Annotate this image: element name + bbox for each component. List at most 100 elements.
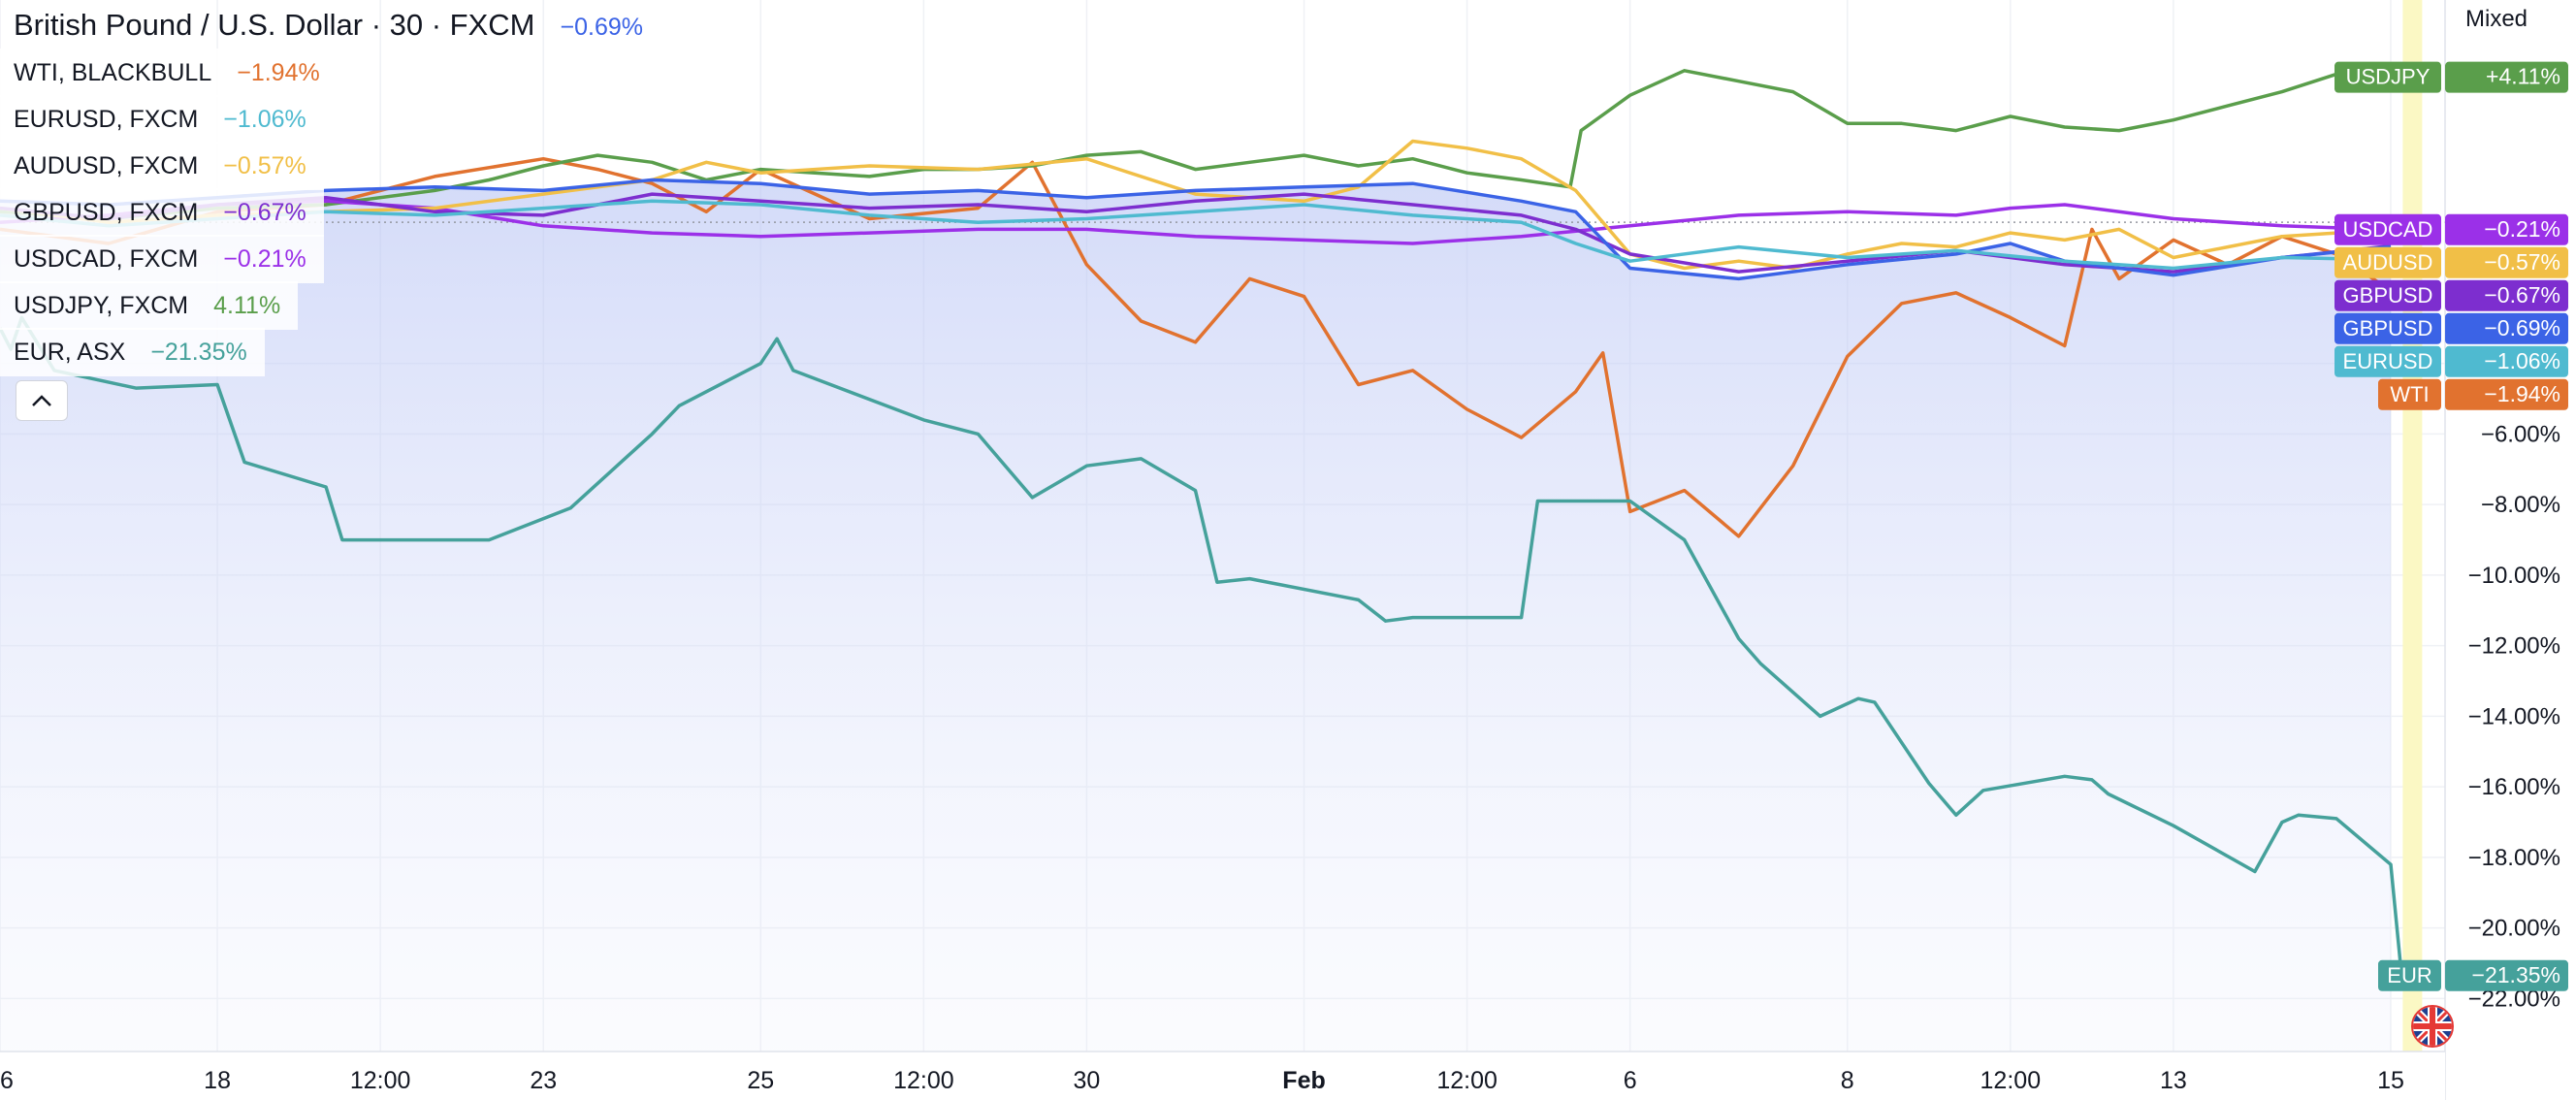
price-badge-value: −1.06% [2484, 348, 2560, 373]
x-tick-label: 12:00 [350, 1067, 411, 1094]
price-badge-label-bg [2334, 213, 2441, 245]
price-badge-label-bg [2334, 279, 2441, 311]
main-symbol-title: British Pound / U.S. Dollar · 30 · FXCM [14, 8, 535, 42]
price-badge-value: −0.69% [2484, 315, 2560, 340]
price-badge-value: −21.35% [2472, 962, 2560, 987]
price-badge-value-bg [2445, 61, 2568, 93]
legend-symbol-label: WTI, BLACKBULL [14, 58, 212, 86]
price-badge-symbol: AUDUSD [2343, 250, 2433, 275]
price-badge-value: −0.57% [2484, 249, 2560, 275]
price-badge-label-bg [2334, 312, 2441, 344]
legend-symbol-label: EUR, ASX [14, 338, 126, 366]
legend-row[interactable]: AUDUSD, FXCM −0.57% [0, 142, 324, 190]
price-badge-value: +4.11% [2486, 64, 2560, 89]
legend-symbol-label: USDJPY, FXCM [14, 291, 189, 319]
legend-row[interactable]: WTI, BLACKBULL −1.94% [0, 49, 338, 97]
price-badge-audusd[interactable]: AUDUSD −0.57% [2334, 246, 2568, 278]
y-tick-label: −16.00% [2468, 774, 2560, 800]
x-tick-label: 30 [1074, 1067, 1101, 1094]
x-tick-label: 13 [2160, 1067, 2187, 1094]
price-axis[interactable] [2445, 0, 2576, 1100]
x-tick-label: 18 [204, 1067, 231, 1094]
y-tick-label: −18.00% [2468, 845, 2560, 871]
price-badge-usdjpy[interactable]: USDJPY +4.11% [2334, 61, 2568, 93]
x-tick-label: 16 [0, 1067, 14, 1094]
price-badge-symbol: EURUSD [2343, 349, 2433, 373]
x-tick-label: 12:00 [1980, 1067, 2042, 1094]
legend-symbol-change: −0.57% [223, 151, 306, 179]
price-badge-value-bg [2445, 279, 2568, 311]
legend-row[interactable]: USDJPY, FXCM 4.11% [0, 281, 299, 330]
legend-row[interactable]: GBPUSD, FXCM −0.67% [0, 188, 324, 237]
main-series-area [0, 179, 2391, 1051]
price-badge-symbol: GBPUSD [2343, 283, 2433, 307]
price-badge-symbol: EUR [2387, 963, 2431, 987]
y-tick-label: −6.00% [2481, 421, 2560, 447]
y-tick-label: −8.00% [2481, 492, 2560, 518]
legend-symbol-label: USDCAD, FXCM [14, 244, 199, 273]
legend-symbol-label: EURUSD, FXCM [14, 105, 199, 133]
scale-mode-label[interactable]: Mixed [2465, 6, 2528, 32]
uk-flag-icon[interactable] [2411, 1005, 2454, 1048]
legend-symbol-change: −0.67% [223, 198, 306, 226]
price-badge-symbol: GBPUSD [2343, 316, 2433, 340]
series-line-gbpusd[interactable] [0, 178, 2392, 281]
y-tick-label: −10.00% [2468, 563, 2560, 589]
series-lines [0, 69, 2403, 976]
legend-symbol-change: −1.94% [237, 58, 320, 86]
y-tick-label: −14.00% [2468, 703, 2560, 729]
legend-symbol-label: GBPUSD, FXCM [14, 198, 199, 226]
x-tick-label: 12:00 [893, 1067, 954, 1094]
time-axis[interactable] [0, 1051, 2445, 1100]
price-badge-symbol: USDJPY [2346, 65, 2431, 89]
price-badge-eur[interactable]: EUR −21.35% [2378, 959, 2568, 991]
x-tick-label: 25 [747, 1067, 774, 1094]
legend-symbol-label: AUDUSD, FXCM [14, 151, 199, 179]
price-badge-usdcad[interactable]: USDCAD −0.21% [2334, 213, 2568, 245]
price-badge-label-bg [2334, 246, 2441, 278]
price-badge-value-bg [2445, 312, 2568, 344]
legend-symbol-change: −0.21% [223, 244, 306, 273]
price-badge-label-bg [2378, 378, 2441, 410]
price-badge-gbpusd[interactable]: GBPUSD −0.69% [2334, 312, 2568, 344]
series-line-wti[interactable] [0, 156, 2392, 538]
x-tick-label: 6 [1624, 1067, 1637, 1094]
price-badge-wti[interactable]: WTI −1.94% [2378, 378, 2568, 410]
price-badge-value-bg [2445, 959, 2568, 991]
series-line-usdcad[interactable] [0, 199, 2392, 245]
x-tick-label: 8 [1841, 1067, 1854, 1094]
legend-row[interactable]: USDCAD, FXCM −0.21% [0, 235, 324, 283]
price-badge-value-bg [2445, 246, 2568, 278]
main-symbol-change: −0.69% [560, 14, 644, 41]
price-badge-label-bg [2334, 345, 2441, 377]
price-badge-label-bg [2334, 61, 2441, 93]
price-badge-value: −0.67% [2484, 282, 2560, 307]
legend-row[interactable]: EURUSD, FXCM −1.06% [0, 95, 324, 144]
price-badge-value-bg [2445, 345, 2568, 377]
current-bar-highlight [2402, 0, 2423, 1051]
price-badge-symbol: USDCAD [2343, 217, 2433, 242]
series-line-audusd[interactable] [0, 139, 2392, 271]
chevron-up-icon[interactable] [16, 380, 68, 421]
price-badge-gbpusd[interactable]: GBPUSD −0.67% [2334, 279, 2568, 311]
x-tick-label: Feb [1282, 1067, 1325, 1094]
price-badge-eurusd[interactable]: EURUSD −1.06% [2334, 345, 2568, 377]
series-line-usdjpy[interactable] [0, 69, 2392, 221]
legend-row[interactable]: EUR, ASX −21.35% [0, 328, 265, 376]
price-badge-value-bg [2445, 378, 2568, 410]
series-line-eurusd[interactable] [0, 199, 2392, 271]
price-badge-label-bg [2378, 959, 2441, 991]
legend-symbol-change: −1.06% [223, 105, 306, 133]
y-tick-label: −20.00% [2468, 916, 2560, 942]
legend-title-row: British Pound / U.S. Dollar · 30 · FXCM −… [14, 8, 643, 43]
price-badge-symbol: WTI [2390, 382, 2429, 406]
price-badge-value: −1.94% [2484, 381, 2560, 406]
price-badge-value-bg [2445, 213, 2568, 245]
legend-symbol-change: 4.11% [213, 291, 281, 319]
legend-symbol-change: −21.35% [150, 338, 247, 366]
x-tick-label: 23 [530, 1067, 557, 1094]
x-tick-label: 15 [2377, 1067, 2404, 1094]
series-line-eur[interactable] [0, 315, 2403, 976]
